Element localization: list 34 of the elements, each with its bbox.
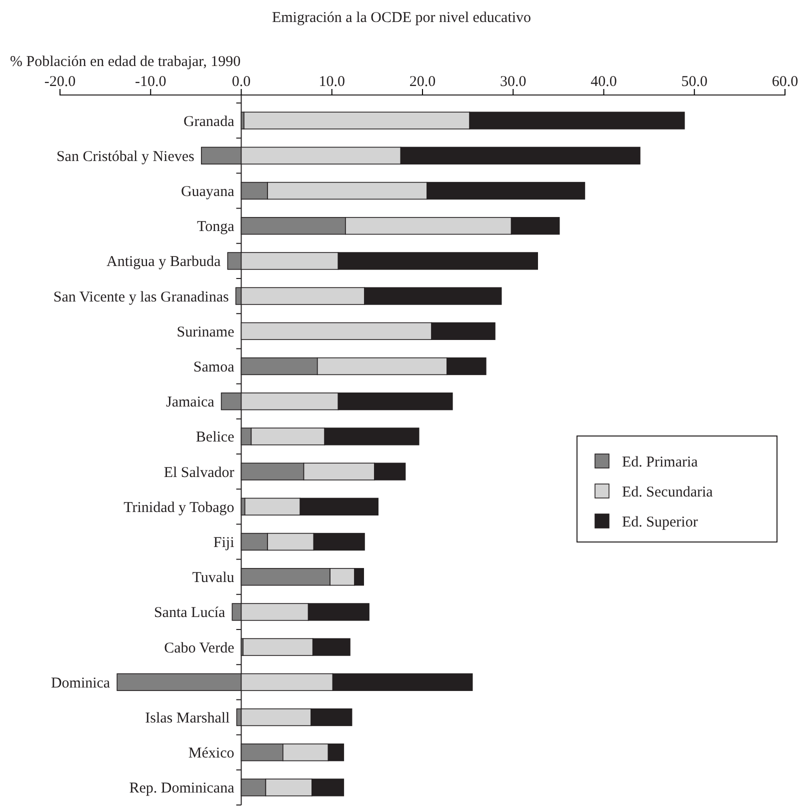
legend-label: Ed. Superior — [622, 514, 698, 530]
y-tick-label: Fiji — [213, 535, 234, 551]
y-tick-label: San Vicente y las Granadinas — [53, 289, 229, 306]
y-tick-label: Jamaica — [166, 394, 215, 411]
legend-label: Ed. Secundaria — [622, 484, 714, 500]
x-tick-label: 30.0 — [500, 74, 526, 90]
x-tick-label: 0.0 — [232, 74, 251, 90]
y-tick-label: México — [188, 746, 234, 762]
y-tick-label: Trinidad y Tobago — [124, 500, 234, 516]
x-tick-label: 10.0 — [318, 74, 345, 90]
y-tick-label: Samoa — [193, 360, 235, 376]
y-tick-label: Cabo Verde — [164, 640, 235, 656]
y-tick-label: Santa Lucía — [154, 605, 226, 622]
y-tick-label: Tuvalu — [192, 570, 235, 586]
y-tick-label: Islas Marshall — [145, 710, 230, 726]
y-tick-label: San Cristóbal y Nieves — [56, 148, 195, 165]
y-tick-label: El Salvador — [164, 464, 234, 481]
chart-title: Emigración a la OCDE por nivel educativo — [272, 10, 532, 26]
y-tick-label: Guayana — [180, 184, 235, 200]
x-tick-label: 40.0 — [590, 74, 617, 90]
x-tick-label: 60.0 — [772, 74, 798, 90]
legend-label: Ed. Primaria — [622, 454, 698, 470]
x-axis-title: % Población en edad de trabajar, 1990 — [10, 54, 241, 70]
x-tick-label: 20.0 — [409, 74, 436, 90]
x-tick-label: -20.0 — [44, 74, 76, 90]
y-tick-label: Rep. Dominicana — [129, 780, 235, 797]
x-tick-label: -10.0 — [135, 74, 166, 90]
y-tick-label: Belice — [196, 430, 235, 446]
y-tick-label: Suriname — [176, 324, 235, 340]
y-tick-label: Tonga — [196, 219, 235, 236]
y-tick-label: Dominica — [50, 675, 110, 692]
x-tick-label: 50.0 — [681, 74, 708, 90]
y-tick-label: Granada — [183, 114, 235, 130]
y-tick-label: Antigua y Barbuda — [106, 254, 221, 270]
